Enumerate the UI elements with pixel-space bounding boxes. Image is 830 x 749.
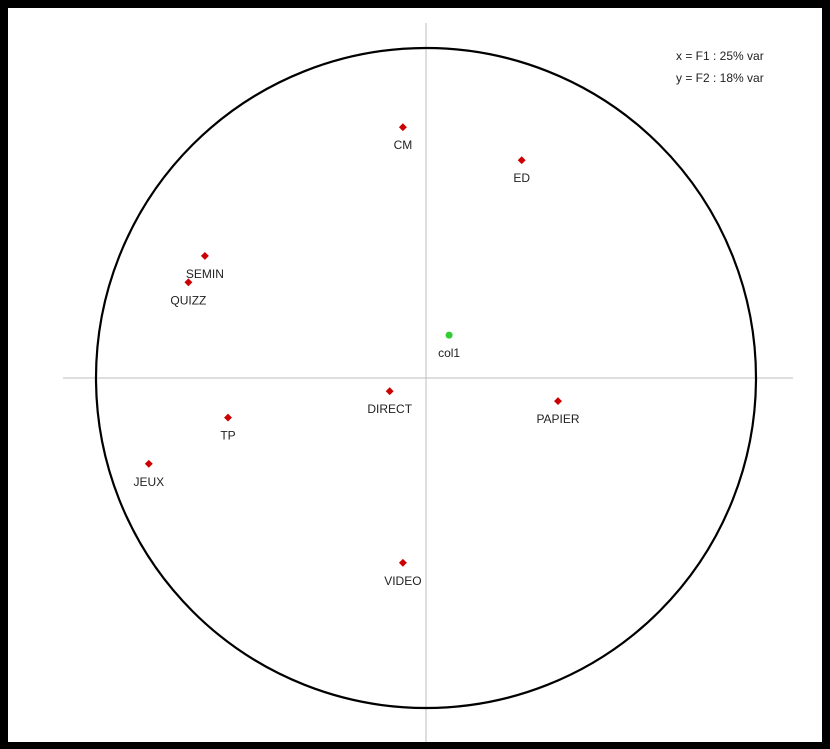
point-tp-marker — [224, 413, 232, 422]
point-direct-marker — [385, 387, 394, 396]
unit-circle — [94, 46, 758, 710]
point-semin-marker — [200, 251, 209, 260]
y-axis-info: y = F2 : 18% var — [676, 71, 764, 85]
point-jeux-label: JEUX — [133, 475, 164, 489]
points-layer: CM ED SEMIN QUIZZ col1 DIRECT PAPIER TP JEUX VIDE… — [133, 123, 580, 588]
point-col1-label: col1 — [438, 346, 460, 360]
point-video-marker — [398, 558, 407, 567]
point-ed-label: ED — [513, 171, 530, 185]
point-tp-label: TP — [220, 429, 235, 443]
x-axis-info: x = F1 : 25% var — [676, 49, 764, 63]
point-papier-label: PAPIER — [536, 412, 579, 426]
point-cm-label: CM — [394, 138, 413, 152]
chart-frame: CM ED SEMIN QUIZZ col1 DIRECT PAPIER TP JEUX VIDE… — [8, 8, 822, 742]
point-jeux-marker — [144, 459, 153, 468]
point-papier-marker — [554, 397, 562, 406]
point-quizz-label: QUIZZ — [170, 293, 206, 307]
point-col1-marker — [445, 331, 453, 339]
point-cm-marker — [398, 123, 407, 132]
point-direct-label: DIRECT — [367, 402, 412, 416]
correlation-circle-chart: CM ED SEMIN QUIZZ col1 DIRECT PAPIER TP JEUX VIDE… — [63, 23, 793, 742]
point-video-label: VIDEO — [384, 574, 421, 588]
point-ed-marker — [517, 156, 526, 165]
point-semin-label: SEMIN — [186, 267, 224, 281]
